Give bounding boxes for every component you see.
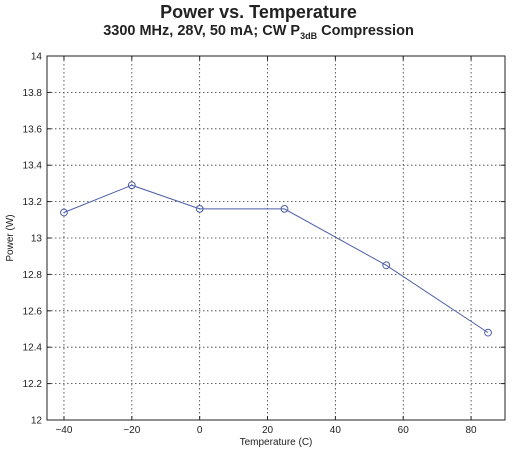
y-tick-label: 12.8 (23, 270, 43, 281)
x-tick-label: −40 (55, 425, 72, 436)
data-point (127, 181, 136, 190)
y-tick-label: 12.4 (23, 343, 43, 354)
data-point (382, 261, 391, 270)
chart-subtitle: 3300 MHz, 28V, 50 mA; CW P3dB Compressio… (0, 23, 517, 41)
y-tick-label: 13.6 (23, 124, 43, 135)
data-point (60, 208, 68, 217)
y-tick-label: 12 (31, 416, 43, 427)
y-tick-label: 12.6 (23, 306, 43, 317)
y-tick-label: 12.2 (23, 379, 43, 390)
x-axis: −40 −20 0 20 40 60 80 (55, 56, 477, 436)
y-axis: 12 12.2 12.4 12.6 12.8 13 13.2 13.4 13.6 13.8 14 (23, 52, 505, 427)
subtitle-subscript: 3dB (300, 30, 318, 41)
y-tick-label: 13.4 (23, 161, 43, 172)
y-tick-label: 13 (31, 234, 43, 245)
series-group (60, 181, 492, 337)
x-tick-label: 60 (398, 425, 410, 436)
grid-lines (47, 56, 505, 420)
data-point (484, 328, 492, 337)
y-tick-label: 14 (31, 52, 43, 63)
y-tick-label: 13.8 (23, 88, 43, 99)
x-tick-label: −20 (123, 425, 140, 436)
x-tick-label: 0 (197, 425, 203, 436)
data-point (280, 204, 289, 213)
y-axis-label: Power (W) (5, 214, 16, 261)
y-tick-label: 13.2 (23, 197, 43, 208)
subtitle-suffix: Compression (317, 23, 414, 39)
x-axis-label: Temperature (C) (240, 437, 313, 448)
x-tick-label: 80 (466, 425, 478, 436)
data-point (195, 204, 204, 213)
x-tick-label: 20 (262, 425, 274, 436)
chart-title: Power vs. Temperature (160, 2, 357, 22)
x-tick-label: 40 (330, 425, 342, 436)
series-line (63, 184, 489, 334)
subtitle-prefix: 3300 MHz, 28V, 50 mA; CW P (103, 23, 301, 39)
